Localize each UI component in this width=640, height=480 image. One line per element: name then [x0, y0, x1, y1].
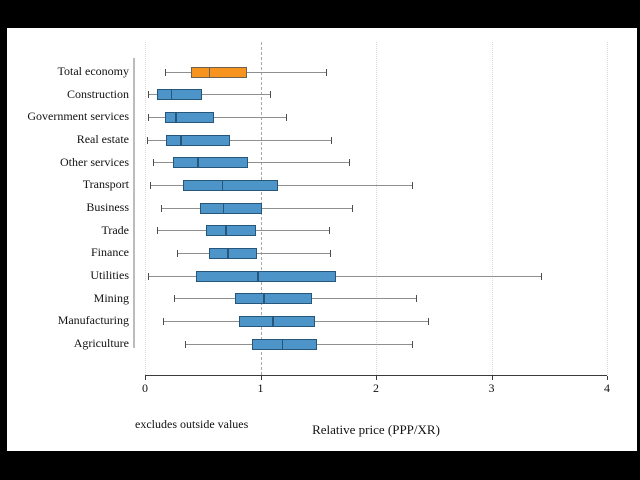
chart-canvas: Total economy Construction Government serv… [7, 28, 637, 451]
x-tick-mark [491, 376, 493, 380]
whisker-cap-left [147, 136, 149, 144]
category-label: Business [86, 200, 129, 215]
whisker-cap-right [285, 113, 287, 121]
whisker-cap-right [351, 204, 353, 212]
category-label: Trade [101, 222, 129, 237]
median-line [281, 338, 284, 350]
x-tick-label: 1 [257, 381, 264, 395]
category-label: Utilities [90, 268, 129, 283]
category-axis-line [133, 58, 135, 348]
box-iqr [164, 111, 215, 123]
box-iqr [156, 89, 202, 101]
whisker-cap-right [411, 340, 413, 348]
category-label: Manufacturing [57, 313, 129, 328]
whisker-cap-right [411, 181, 413, 189]
whisker-cap-right [328, 227, 330, 235]
x-tick-label: 3 [488, 381, 495, 395]
median-line [263, 293, 265, 305]
category-label: Real estate [76, 132, 129, 146]
box-iqr [195, 270, 336, 282]
whisker-cap-right [326, 68, 328, 76]
median-line [180, 134, 182, 146]
category-label: Total economy [57, 64, 129, 78]
median-line [227, 247, 229, 259]
whisker-line [153, 162, 350, 164]
whisker-cap-left [148, 272, 150, 280]
box-iqr [206, 225, 256, 237]
whisker-cap-right [541, 272, 543, 280]
whisker-cap-left [177, 249, 179, 257]
whisker-line [148, 116, 286, 118]
x-tick-mark [260, 376, 262, 380]
whisker-cap-right [349, 159, 351, 167]
category-label: Transport [82, 177, 129, 192]
whisker-line [148, 94, 270, 96]
category-label: Agriculture [73, 336, 129, 351]
box-iqr [238, 315, 315, 327]
whisker-cap-right [330, 136, 332, 144]
whisker-cap-left [185, 340, 187, 348]
box-iqr [172, 157, 248, 169]
whisker-cap-left [164, 68, 166, 76]
whisker-cap-left [156, 227, 158, 235]
x-axis-line [145, 375, 607, 376]
median-line [222, 202, 225, 214]
whisker-cap-left [163, 317, 165, 325]
whisker-line [147, 139, 331, 141]
gridline [376, 42, 377, 375]
boxplot-area: Total economy Construction Government serv… [7, 28, 637, 451]
chart-footnote: excludes outside values [135, 417, 249, 431]
whisker-cap-right [329, 249, 331, 257]
box-iqr [208, 247, 258, 259]
x-tick-label: 2 [373, 381, 379, 395]
whisker-cap-right [416, 295, 418, 303]
gridline [607, 42, 608, 375]
whisker-line [149, 184, 412, 186]
whisker-cap-left [173, 295, 175, 303]
whisker-cap-left [161, 204, 163, 212]
x-tick-mark [145, 376, 146, 380]
median-line [208, 66, 211, 78]
whisker-cap-left [153, 159, 155, 167]
median-line [175, 111, 177, 123]
box-iqr [235, 293, 313, 305]
category-label: Construction [67, 86, 129, 101]
median-line [257, 270, 259, 282]
box-iqr [252, 338, 318, 350]
box-iqr [200, 202, 262, 214]
box-iqr [183, 179, 278, 191]
category-label: Government services [27, 109, 129, 124]
median-line [170, 89, 173, 101]
whisker-cap-right [269, 91, 271, 99]
x-tick-mark [607, 376, 608, 380]
median-line [272, 315, 274, 327]
category-label: Mining [93, 290, 129, 305]
gridline [145, 42, 146, 375]
category-label: Other services [60, 154, 129, 169]
x-axis-title: Relative price (PPP/XR) [312, 422, 440, 437]
whisker-cap-left [148, 91, 150, 99]
box-iqr [165, 134, 231, 146]
x-tick-label: 0 [142, 381, 148, 395]
whisker-cap-left [149, 181, 151, 189]
whisker-cap-right [427, 317, 429, 325]
category-label: Finance [91, 245, 129, 260]
median-line [221, 179, 224, 191]
x-tick-mark [376, 376, 377, 380]
box-iqr [191, 66, 247, 78]
x-tick-label: 4 [604, 381, 610, 395]
whisker-cap-left [148, 113, 150, 121]
whisker-line [148, 275, 542, 277]
gridline [491, 42, 493, 375]
median-line [197, 157, 199, 169]
median-line [225, 225, 227, 237]
